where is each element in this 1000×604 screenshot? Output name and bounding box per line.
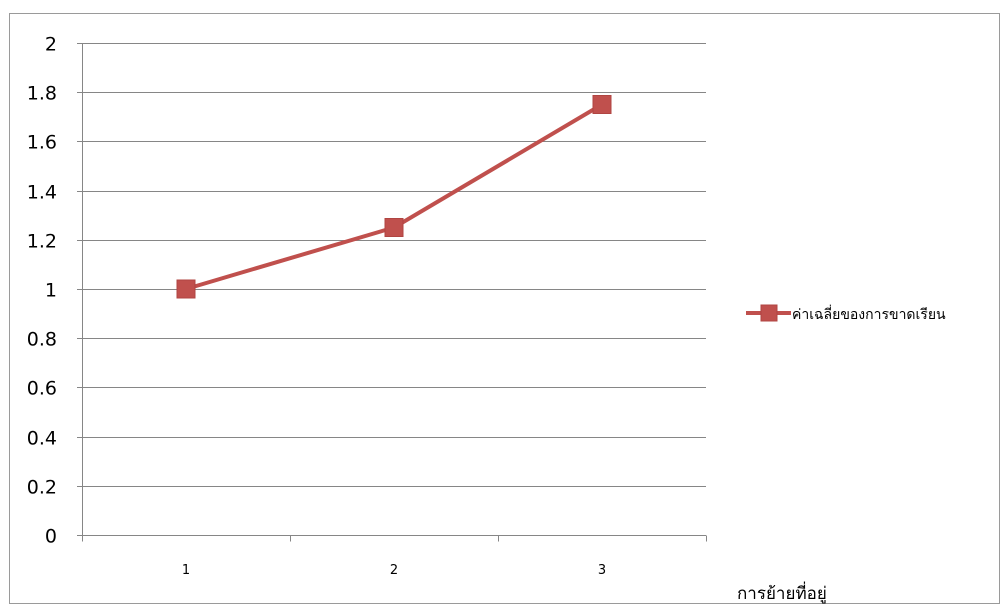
y-tick-label: 2 — [45, 34, 57, 56]
data-point-marker — [176, 279, 196, 299]
x-axis-label: การย้ายที่อยู่ — [737, 581, 827, 604]
x-tick-label: 2 — [390, 563, 398, 578]
y-tick-labels: 0 0.2 0.4 0.6 0.8 1 1.2 1.4 1.6 1.8 2 — [27, 34, 57, 548]
data-point-marker — [592, 95, 612, 114]
legend-series-label: ค่าเฉลี่ยของการขาดเรียน — [792, 305, 946, 323]
y-tick-label: 1.8 — [27, 83, 57, 105]
x-tick-label: 3 — [598, 563, 606, 578]
y-tick-label: 0.8 — [27, 329, 57, 351]
y-tick-label: 1.6 — [27, 132, 57, 154]
y-tick-label: 0.2 — [27, 477, 57, 499]
series-layer — [176, 95, 612, 299]
y-tick-label: 0.4 — [27, 428, 57, 450]
gridlines — [77, 43, 706, 487]
y-tick-label: 1.4 — [27, 182, 57, 204]
legend-series-marker — [760, 304, 778, 322]
x-tick-labels: 1 2 3 — [182, 563, 606, 578]
legend: ค่าเฉลี่ยของการขาดเรียน — [746, 304, 946, 323]
x-tick-label: 1 — [182, 563, 190, 578]
y-tick-label: 1 — [45, 280, 57, 302]
y-tick-label: 0 — [45, 526, 57, 548]
y-tick-label: 1.2 — [27, 231, 57, 253]
data-point-marker — [384, 218, 404, 237]
axes — [77, 43, 707, 542]
y-tick-label: 0.6 — [27, 378, 57, 400]
chart-frame — [9, 13, 1000, 604]
